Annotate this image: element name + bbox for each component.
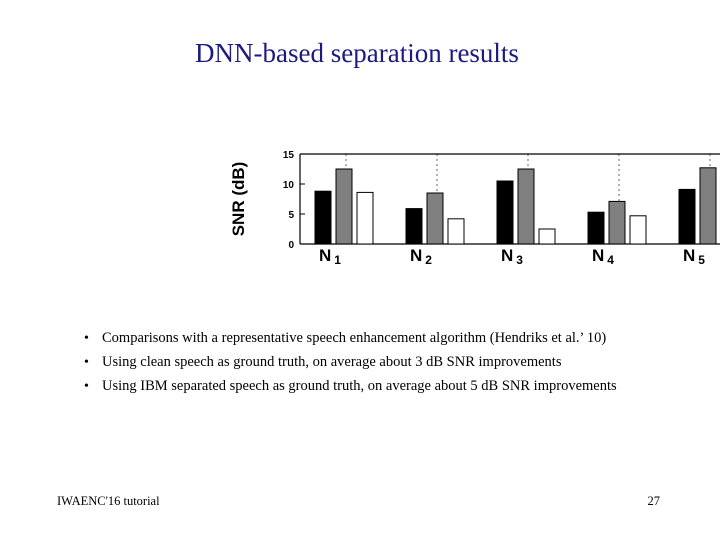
bar (496, 180, 514, 245)
y-tick-label: 5 (288, 210, 294, 221)
bullet-text: Comparisons with a representative speech… (102, 330, 607, 346)
bar (517, 168, 535, 245)
slide-title: DNN-based separation results (195, 38, 519, 68)
y-axis-label: SNR (dB) (229, 162, 248, 237)
bar (314, 190, 332, 245)
page-number: 27 (647, 494, 661, 508)
bar (335, 168, 353, 245)
bullet-item: • Comparisons with a representative spee… (84, 328, 644, 349)
bar-chart: SNR (dB) 0 5 10 15 N 1 N 2 N 3 N 4 N 5 (229, 150, 720, 267)
bullet-item: • Using IBM separated speech as ground t… (84, 376, 644, 397)
bar (608, 200, 626, 245)
bullet-text: Using clean speech as ground truth, on a… (102, 354, 562, 370)
bar (678, 188, 696, 245)
bar (426, 192, 444, 245)
bullet-icon: • (84, 355, 89, 370)
bar (356, 191, 374, 245)
footer-label: IWAENC'16 tutorial (57, 494, 160, 508)
bar (587, 211, 605, 245)
bullet-text: Using IBM separated speech as ground tru… (102, 378, 617, 394)
bullet-item: • Using clean speech as ground truth, on… (84, 352, 644, 373)
bullet-icon: • (84, 331, 89, 346)
y-tick-label: 15 (283, 150, 295, 161)
bar (538, 228, 556, 245)
bar (629, 215, 647, 245)
bar (699, 167, 717, 245)
y-tick-label: 0 (288, 240, 294, 251)
bar (447, 218, 465, 245)
bar (405, 208, 423, 245)
bullet-list: • Comparisons with a representative spee… (84, 328, 644, 400)
bullet-icon: • (84, 379, 89, 394)
y-tick-label: 10 (283, 180, 295, 191)
